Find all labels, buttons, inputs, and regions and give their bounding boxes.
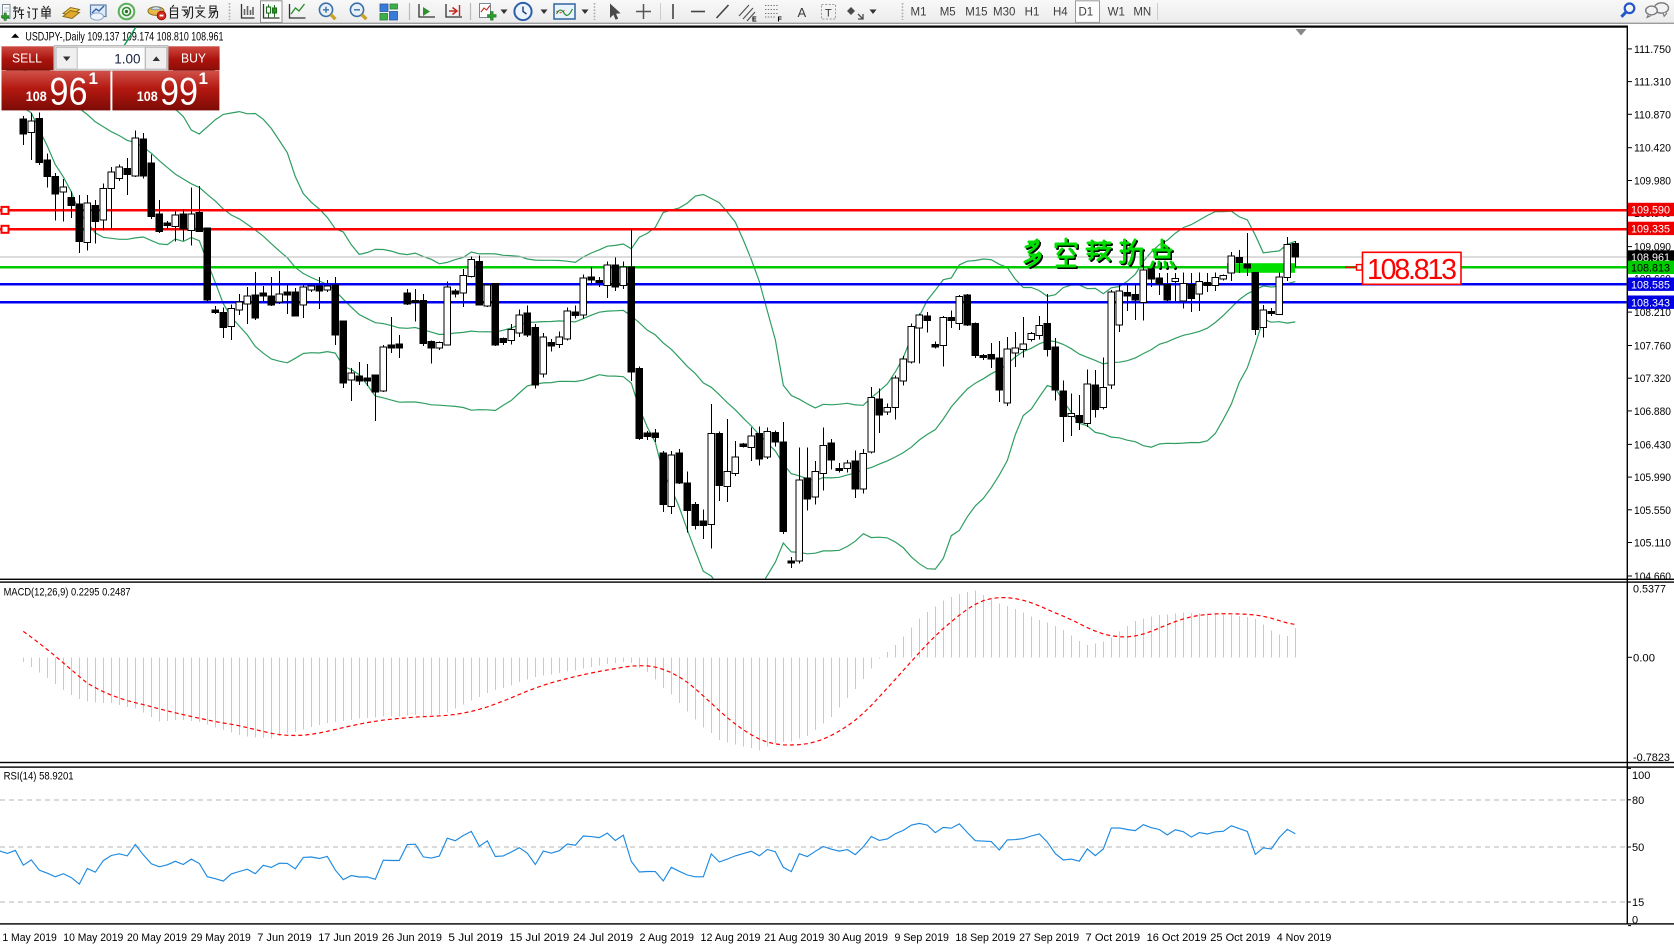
svg-text:15 Jul 2019: 15 Jul 2019 bbox=[509, 932, 569, 944]
svg-text:D1: D1 bbox=[1078, 7, 1093, 19]
svg-text:106.880: 106.880 bbox=[1634, 406, 1671, 418]
svg-text:100: 100 bbox=[1632, 770, 1650, 782]
svg-text:20 May 2019: 20 May 2019 bbox=[127, 932, 187, 944]
svg-text:BUY: BUY bbox=[181, 51, 206, 66]
svg-text:110.870: 110.870 bbox=[1634, 109, 1671, 121]
svg-text:106.430: 106.430 bbox=[1634, 439, 1671, 451]
svg-text:108.343: 108.343 bbox=[1631, 297, 1670, 309]
svg-text:10 May 2019: 10 May 2019 bbox=[63, 932, 123, 944]
svg-text:MACD(12,26,9) 0.2295 0.2487: MACD(12,26,9) 0.2295 0.2487 bbox=[4, 587, 131, 599]
svg-text:E: E bbox=[752, 17, 757, 24]
svg-text:0.5377: 0.5377 bbox=[1633, 584, 1666, 596]
svg-text:109.980: 109.980 bbox=[1634, 176, 1671, 188]
svg-text:108.813: 108.813 bbox=[1631, 263, 1670, 275]
svg-text:108: 108 bbox=[26, 88, 47, 104]
svg-text:A: A bbox=[798, 5, 807, 20]
svg-text:1: 1 bbox=[199, 69, 208, 88]
svg-text:4 Nov 2019: 4 Nov 2019 bbox=[1277, 932, 1332, 944]
svg-text:24 Jul 2019: 24 Jul 2019 bbox=[573, 932, 633, 944]
svg-text:111.310: 111.310 bbox=[1634, 77, 1671, 89]
svg-text:H1: H1 bbox=[1025, 7, 1040, 19]
svg-text:26 Jun 2019: 26 Jun 2019 bbox=[382, 932, 442, 944]
svg-text:111.750: 111.750 bbox=[1634, 44, 1671, 56]
svg-text:108.813: 108.813 bbox=[1367, 254, 1457, 286]
svg-text:18 Sep 2019: 18 Sep 2019 bbox=[955, 932, 1015, 944]
svg-text:7 Jun 2019: 7 Jun 2019 bbox=[257, 932, 312, 944]
svg-text:M30: M30 bbox=[993, 7, 1015, 19]
svg-text:99: 99 bbox=[160, 71, 198, 114]
svg-text:1 May 2019: 1 May 2019 bbox=[2, 932, 57, 944]
svg-text:50: 50 bbox=[1632, 842, 1644, 854]
svg-text:108.585: 108.585 bbox=[1631, 279, 1670, 291]
svg-text:29 May 2019: 29 May 2019 bbox=[191, 932, 251, 944]
svg-text:104.660: 104.660 bbox=[1634, 571, 1671, 583]
svg-text:12 Aug 2019: 12 Aug 2019 bbox=[701, 932, 761, 944]
svg-text:H4: H4 bbox=[1053, 7, 1068, 19]
svg-text:105.110: 105.110 bbox=[1634, 538, 1671, 550]
svg-text:27 Sep 2019: 27 Sep 2019 bbox=[1019, 932, 1079, 944]
svg-text:F: F bbox=[778, 17, 783, 24]
svg-text:17 Jun 2019: 17 Jun 2019 bbox=[318, 932, 378, 944]
svg-text:M1: M1 bbox=[911, 7, 927, 19]
svg-text:110.420: 110.420 bbox=[1634, 143, 1671, 155]
svg-text:USDJPY-,Daily 109.137 109.174: USDJPY-,Daily 109.137 109.174 108.810 10… bbox=[25, 30, 223, 44]
svg-text:7 Oct 2019: 7 Oct 2019 bbox=[1086, 932, 1141, 944]
svg-text:30 Aug 2019: 30 Aug 2019 bbox=[828, 932, 888, 944]
svg-text:21 Aug 2019: 21 Aug 2019 bbox=[764, 932, 824, 944]
svg-text:108: 108 bbox=[137, 88, 158, 104]
svg-text:SELL: SELL bbox=[12, 51, 42, 66]
svg-text:T: T bbox=[825, 8, 832, 20]
svg-text:1.00: 1.00 bbox=[114, 52, 140, 67]
svg-text:108.210: 108.210 bbox=[1634, 307, 1671, 319]
svg-text:5 Jul 2019: 5 Jul 2019 bbox=[448, 932, 503, 944]
svg-text:16 Oct 2019: 16 Oct 2019 bbox=[1147, 932, 1207, 944]
svg-text:105.550: 105.550 bbox=[1634, 505, 1671, 517]
svg-text:80: 80 bbox=[1632, 795, 1644, 807]
svg-text:1: 1 bbox=[89, 69, 98, 88]
svg-text:M5: M5 bbox=[940, 7, 956, 19]
svg-text:107.320: 107.320 bbox=[1634, 373, 1671, 385]
svg-text:109.590: 109.590 bbox=[1631, 205, 1670, 217]
svg-text:0.00: 0.00 bbox=[1633, 652, 1655, 664]
svg-text:-0.7823: -0.7823 bbox=[1633, 752, 1670, 764]
svg-text:96: 96 bbox=[50, 71, 88, 114]
svg-text:107.760: 107.760 bbox=[1634, 341, 1671, 353]
svg-text:RSI(14) 58.9201: RSI(14) 58.9201 bbox=[4, 771, 74, 783]
svg-text:W1: W1 bbox=[1108, 7, 1125, 19]
svg-text:25 Oct 2019: 25 Oct 2019 bbox=[1210, 932, 1270, 944]
svg-text:MN: MN bbox=[1133, 7, 1151, 19]
svg-text:2 Aug 2019: 2 Aug 2019 bbox=[640, 932, 695, 944]
svg-text:0: 0 bbox=[1632, 915, 1638, 927]
svg-text:109.335: 109.335 bbox=[1631, 224, 1670, 236]
svg-text:105.990: 105.990 bbox=[1634, 472, 1671, 484]
svg-text:9 Sep 2019: 9 Sep 2019 bbox=[894, 932, 949, 944]
svg-text:M15: M15 bbox=[965, 7, 987, 19]
svg-text:15: 15 bbox=[1632, 897, 1644, 909]
